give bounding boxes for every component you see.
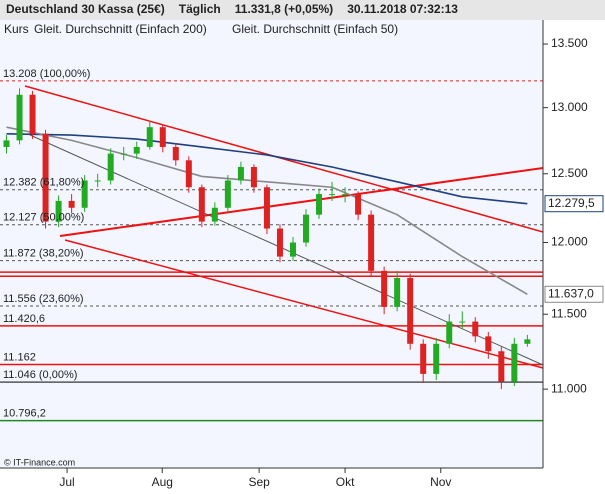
header-bar [0, 0, 605, 20]
level-label: 11.046 (0,00%) [3, 369, 77, 381]
candle-body [42, 133, 49, 222]
candle-body [485, 336, 492, 352]
candle-body [3, 140, 10, 147]
y-tick-label: 12.500 [551, 166, 588, 180]
x-tick-label: Sep [248, 475, 270, 489]
candle-body [316, 194, 323, 215]
candle-body [472, 321, 479, 337]
candle-body [159, 127, 166, 147]
candle-body [342, 194, 349, 196]
candle-body [498, 351, 505, 382]
candle-body [263, 187, 270, 229]
trend-line [29, 134, 544, 366]
ma-line [6, 126, 528, 295]
level-label: 12.382 (61,80%) [3, 177, 84, 189]
y-tick-label: 11.000 [551, 381, 587, 395]
y-tick-label: 11.500 [551, 306, 587, 320]
candle-body [237, 167, 244, 181]
x-tick-label: Okt [336, 475, 355, 489]
trend-line [64, 239, 544, 369]
candle-body [276, 228, 283, 257]
candle-body [16, 94, 23, 141]
value-label: 12.279,5 [548, 196, 595, 210]
candle-body [224, 180, 231, 208]
candle-body [524, 339, 531, 344]
plot [0, 80, 544, 422]
plot-area [0, 20, 543, 468]
level-label: 11.872 (38,20%) [3, 247, 84, 259]
candle-body [55, 200, 62, 222]
candle-body [29, 94, 36, 134]
y-tick-label: 13.000 [551, 100, 588, 114]
legend-label: Kurs [4, 22, 29, 36]
candle-body [146, 127, 153, 147]
candle-body [420, 343, 427, 374]
legend-box [0, 21, 330, 39]
legend-entry: Gleit. Durchschnitt (Einfach 50) [232, 22, 398, 36]
value-box [544, 285, 604, 303]
title: Deutschland 30 Kassa (25€) [6, 2, 165, 16]
y-tick-label: 13.500 [551, 36, 588, 50]
candle-body [368, 214, 375, 271]
x-tick-label: Aug [152, 475, 173, 489]
candle-body [394, 277, 401, 307]
last-price: 11.331,8 (+0,05%) [235, 2, 333, 16]
candle-body [68, 200, 75, 208]
candle-body [81, 180, 88, 208]
candle-body [250, 167, 257, 188]
legend-entry: Gleit. Durchschnitt (Einfach 200) [34, 22, 207, 36]
level-label: 13.208 (100,00%) [3, 68, 90, 80]
trend-line [59, 167, 544, 237]
candle-body [446, 321, 453, 344]
candle-body [120, 153, 127, 155]
value-label: 11.637,0 [548, 286, 594, 300]
candle-body [459, 321, 466, 323]
y-tick-label: 12.000 [551, 235, 588, 249]
candle-body [329, 194, 336, 196]
candle-body [433, 343, 440, 374]
candle-body [407, 277, 414, 344]
candle-body [303, 214, 310, 243]
candle-body [94, 180, 101, 182]
x-tick-label: Jul [59, 475, 74, 489]
header: Deutschland 30 Kassa (25€) Täglich 11.331,… [6, 2, 458, 16]
period: Täglich [179, 2, 221, 16]
candle-body [355, 194, 362, 215]
x-tick-label: Nov [430, 475, 451, 489]
candle-body [211, 207, 218, 222]
candle-body [198, 187, 205, 222]
level-label: 11.162 [3, 351, 36, 363]
trend-line [24, 85, 544, 233]
candle-body [511, 343, 518, 382]
level-label: 11.556 (23,60%) [3, 293, 84, 305]
candle-body [107, 153, 114, 181]
candle-body [133, 146, 140, 154]
candle-body [381, 270, 388, 307]
level-label: 10.796,2 [3, 408, 46, 420]
candle-body [289, 242, 296, 257]
ma-line [6, 132, 528, 205]
level-label: 12.127 (50,00%) [3, 212, 84, 224]
level-label: 11.420,6 [3, 313, 45, 325]
timestamp: 30.11.2018 07:32:13 [347, 2, 458, 16]
value-box [544, 195, 604, 213]
candle-body [185, 160, 192, 188]
source: © IT-Finance.com [4, 457, 75, 467]
candle-body [172, 146, 179, 161]
